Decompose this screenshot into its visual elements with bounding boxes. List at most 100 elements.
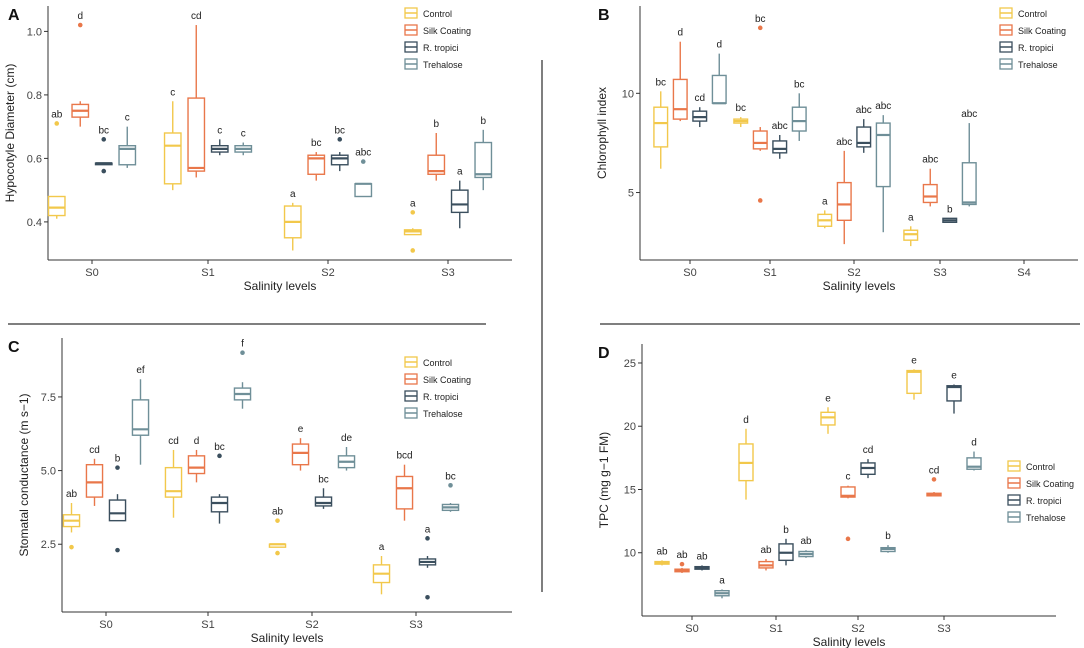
y-tick-label: 0.4 (27, 217, 42, 229)
y-tick-label: 20 (624, 421, 636, 433)
box-r-tropici-s3: a (450, 167, 469, 229)
box-rect (118, 144, 137, 166)
y-tick-label: 0.6 (27, 153, 42, 165)
y-tick-label: 1.0 (27, 26, 42, 38)
y-tick-label: 5.0 (41, 466, 56, 478)
significance-label: cd (863, 445, 874, 456)
box-rect (875, 122, 891, 188)
legend-label: Control (1026, 462, 1055, 472)
outlier-point (679, 561, 685, 567)
significance-label: d (743, 415, 749, 426)
box-r-tropici-s1: abc (772, 121, 788, 159)
panel-a: A 0.4 0.6 0.8 1.0 S0 S1 S2 S3 Salinity levels Hypo… (3, 6, 512, 293)
panel-c: C 2.5 5.0 7.5 S0 S1 S2 S3 Salinity levels Stomata… (8, 338, 512, 645)
legend-label: Silk Coating (1026, 479, 1074, 489)
legend-label: Silk Coating (423, 26, 471, 36)
box-rect (291, 443, 310, 466)
box-rect (711, 74, 727, 104)
box-rect (922, 183, 938, 204)
box-silk-coating-s3: cd (926, 465, 942, 497)
significance-label: a (822, 196, 828, 207)
box-silk-coating-s2: bc (307, 138, 326, 181)
x-axis-title: Salinity levels (813, 635, 886, 648)
y-axis-title: Chlorophyll index (595, 87, 609, 179)
box-silk-coating-s3: abc (922, 155, 938, 207)
y-tick-label: 7.5 (41, 392, 56, 404)
outlier-point (931, 477, 937, 482)
significance-label: a (457, 167, 463, 178)
outlier-point (101, 168, 107, 174)
legend: Control Silk Coating R. tropici Trehalose (1007, 460, 1074, 523)
box-rect (906, 369, 922, 395)
box-r-tropici-s3: e (946, 370, 962, 414)
significance-label: d (194, 436, 200, 447)
outlier-point (337, 137, 343, 142)
significance-label: bc (794, 79, 805, 90)
significance-label: a (379, 542, 385, 553)
significance-label: ab (760, 545, 772, 556)
outlier-point (410, 210, 416, 215)
box-r-tropici-s1: bc (210, 442, 229, 524)
significance-label: de (341, 433, 353, 444)
box-rect (653, 106, 669, 148)
box-control-s1: c (163, 87, 182, 191)
outlier-point (275, 550, 280, 556)
outlier-point (240, 350, 245, 356)
box-control-s3: e (906, 355, 922, 400)
box-trehalose-s3: d (966, 438, 982, 471)
box-r-tropici-s1: b (778, 525, 794, 566)
panel-label: B (598, 7, 610, 24)
outlier-point (69, 544, 74, 550)
y-axis-title: TPC (mg g−1 FM) (597, 432, 611, 528)
significance-label: a (425, 524, 431, 535)
significance-label: cd (168, 436, 179, 447)
x-tick-label: S0 (85, 267, 98, 279)
x-tick-label: S2 (851, 623, 864, 635)
significance-label: ab (272, 507, 284, 518)
box-rect (672, 78, 688, 120)
panel-label: A (8, 7, 20, 24)
significance-label: d (971, 438, 977, 449)
significance-label: cd (929, 465, 940, 476)
y-tick-label: 5 (628, 188, 634, 200)
box-silk-coating-s0: d (71, 11, 90, 127)
box-silk-coating-s2: e (291, 424, 310, 471)
box-trehalose-s0: c (118, 113, 137, 168)
box-trehalose-s3: bc (441, 471, 460, 512)
significance-label: b (480, 116, 486, 127)
box-r-tropici-s2: cd (860, 445, 876, 479)
significance-label: bc (445, 471, 456, 482)
box-rect (474, 141, 493, 179)
panel-b: B 5 10 S0 S1 S2 S3 S4 Salinity levels Chlorophyll… (595, 6, 1078, 293)
legend: Control Silk Coating R. tropici Trehalose (999, 7, 1066, 70)
box-r-tropici-s1: c (210, 125, 229, 156)
box-control-s2: ab (268, 507, 287, 556)
box-r-tropici-s0: b (108, 454, 127, 553)
x-tick-label: S0 (685, 623, 698, 635)
box-silk-coating-s1: d (187, 436, 206, 483)
box-rect (427, 154, 446, 175)
box-rect (791, 106, 807, 132)
significance-label: c (170, 87, 175, 98)
outlier-point (101, 137, 107, 142)
legend-label: R. tropici (423, 43, 459, 53)
significance-label: bc (334, 125, 345, 136)
significance-label: e (911, 355, 917, 366)
box-control-s2: a (817, 196, 833, 229)
box-rect (836, 181, 852, 222)
box-rect (330, 154, 349, 166)
significance-label: bc (755, 14, 766, 25)
significance-label: a (410, 198, 416, 209)
significance-label: c (846, 472, 851, 483)
x-tick-label: S2 (847, 267, 860, 279)
x-tick-label: S2 (305, 619, 318, 631)
x-tick-label: S3 (933, 267, 946, 279)
box-trehalose-s0: ef (131, 365, 150, 465)
significance-label: cd (694, 93, 705, 104)
box-trehalose-s2: de (337, 433, 356, 471)
significance-label: c (125, 113, 130, 124)
y-tick-label: 10 (624, 548, 636, 560)
significance-label: bcd (396, 451, 412, 462)
x-tick-label: S2 (321, 267, 334, 279)
